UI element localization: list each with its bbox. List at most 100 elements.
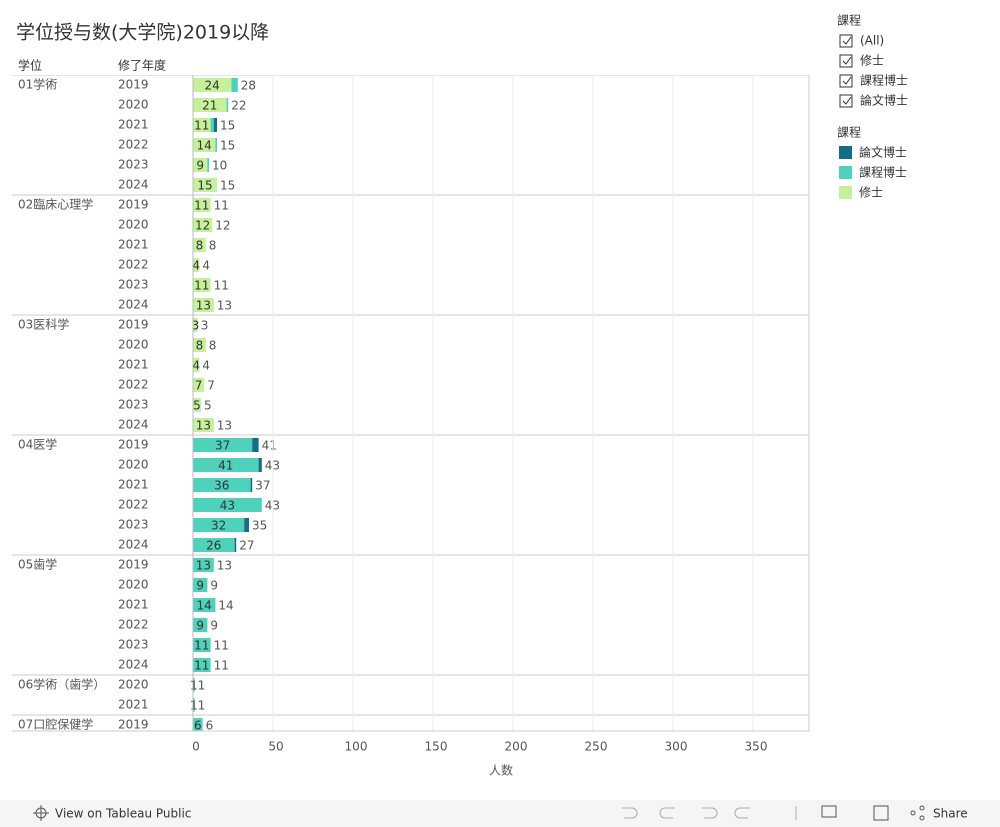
total-label: 11 — [214, 279, 229, 293]
total-label: 7 — [207, 379, 215, 393]
total-label: 37 — [255, 479, 270, 493]
bar-segment — [193, 678, 195, 692]
segment-label: 9 — [196, 159, 204, 173]
total-label: 13 — [217, 299, 232, 313]
row-header: 学位 — [18, 58, 42, 73]
bar-segment — [193, 538, 235, 552]
bar-segment — [207, 158, 209, 172]
year-label: 2022 — [118, 618, 149, 632]
col-header: 修了年度 — [118, 58, 166, 73]
segment-label: 43 — [220, 499, 235, 513]
bar-segment — [193, 98, 227, 112]
bar-segment — [258, 458, 262, 472]
segment-label: 3 — [192, 319, 200, 333]
year-label: 2021 — [118, 478, 149, 492]
bar-segment — [193, 298, 214, 312]
year-label: 2023 — [118, 278, 149, 292]
checkbox[interactable] — [839, 94, 853, 108]
legend-label: 論文博士 — [859, 145, 907, 160]
year-label: 2019 — [118, 718, 149, 732]
segment-label: 41 — [218, 459, 233, 473]
checkbox[interactable] — [839, 54, 853, 68]
segment-label: 11 — [194, 279, 209, 293]
checkmark — [842, 56, 852, 65]
toolbar-icons — [622, 805, 925, 821]
segment-label: 15 — [197, 179, 212, 193]
total-label: 22 — [231, 99, 246, 113]
bar-segment — [234, 538, 237, 552]
year-label: 2020 — [118, 218, 149, 232]
bar-segment — [193, 618, 208, 632]
total-label: 9 — [210, 579, 218, 593]
bar-segment — [193, 458, 259, 472]
year-label: 2019 — [118, 558, 149, 572]
x-axis: 0 50 100 150 200 250 300 350 — [12, 75, 810, 754]
bar-segment — [193, 358, 200, 372]
bar-segment — [193, 378, 205, 392]
total-label: 8 — [209, 239, 217, 253]
group-label: 05歯学 — [18, 557, 57, 572]
total-label: 11 — [214, 659, 229, 673]
year-label: 2023 — [118, 398, 149, 412]
bar-segment — [193, 158, 208, 172]
bar-segment — [193, 718, 203, 731]
total-label: 15 — [220, 139, 235, 153]
bar-segment — [193, 518, 245, 532]
year-label: 2024 — [118, 298, 149, 312]
bar-segment — [193, 698, 195, 712]
tableau-icon — [33, 805, 49, 821]
total-label: 43 — [265, 459, 280, 473]
checkbox[interactable] — [839, 34, 853, 48]
group-label: 04医学 — [18, 437, 57, 452]
bar-segment — [193, 498, 262, 512]
bar-segment — [193, 658, 211, 672]
segment-label: 26 — [206, 539, 221, 553]
bar-segment — [193, 418, 214, 432]
bar-segment — [193, 438, 253, 452]
total-label: 43 — [265, 499, 280, 513]
total-label: 1 — [198, 699, 206, 713]
group-label: 03医科学 — [18, 317, 69, 332]
total-label: 35 — [252, 519, 267, 533]
total-label: 3 — [201, 319, 209, 333]
segment-label: 13 — [196, 299, 211, 313]
total-label: 12 — [215, 219, 230, 233]
bar-segment — [193, 258, 200, 272]
year-label: 2021 — [118, 598, 149, 612]
filter-title: 課程 — [837, 13, 861, 28]
total-label: 6 — [206, 719, 214, 733]
x-tick-label: 350 — [745, 740, 768, 754]
bar-segment — [193, 318, 198, 332]
segment-label: 11 — [194, 119, 209, 133]
year-label: 2022 — [118, 258, 149, 272]
bar-segment — [193, 638, 211, 652]
group-label: 07口腔保健学 — [18, 717, 93, 732]
bar-segment — [193, 218, 213, 232]
view-link[interactable]: View on Tableau Public — [55, 807, 191, 821]
bar-segment — [193, 578, 208, 592]
segment-label: 6 — [194, 719, 202, 733]
x-tick-label: 150 — [425, 740, 448, 754]
checkmark — [842, 76, 852, 85]
segment-label: 9 — [196, 619, 204, 633]
total-label: 4 — [202, 359, 210, 373]
segment-label: 14 — [197, 139, 212, 153]
bar-segment — [231, 78, 238, 92]
legend-label: 修士 — [859, 185, 883, 200]
year-label: 2021 — [118, 118, 149, 132]
share-button[interactable]: Share — [933, 807, 968, 821]
segment-label: 1 — [190, 679, 198, 693]
segment-label: 1 — [190, 699, 198, 713]
year-label: 2023 — [118, 158, 149, 172]
year-label: 2019 — [118, 318, 149, 332]
year-label: 2021 — [118, 358, 149, 372]
segment-label: 11 — [194, 199, 209, 213]
bar-segment — [193, 78, 232, 92]
total-label: 4 — [202, 259, 210, 273]
bar-segment — [215, 138, 217, 152]
total-label: 1 — [198, 679, 206, 693]
checkbox[interactable] — [839, 74, 853, 88]
bar-segment — [250, 478, 253, 492]
